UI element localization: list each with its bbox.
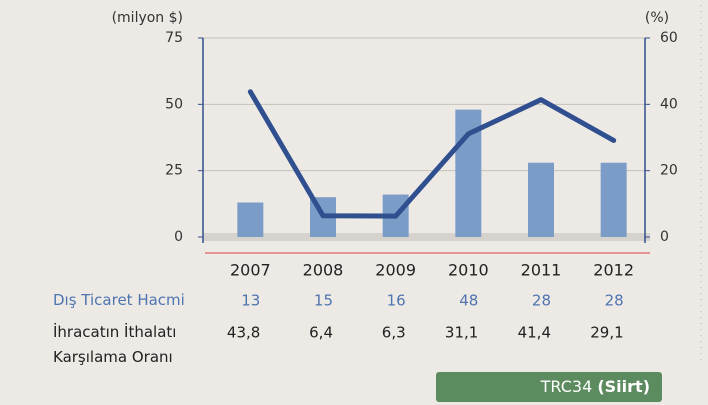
- row-label: İhracatın İthalatı Karşılama Oranı: [53, 323, 177, 366]
- x-tick-label: 2010: [448, 261, 489, 280]
- y-axis-label: (milyon $): [112, 10, 183, 26]
- y-tick-label: 75: [165, 30, 183, 46]
- table-value: 6,3: [382, 324, 406, 342]
- bar: [237, 202, 264, 237]
- y2-tick-label: 20: [660, 163, 678, 179]
- badge-code: TRC34: [540, 377, 593, 396]
- bar: [528, 162, 554, 237]
- table-value: 15: [314, 292, 333, 310]
- x-tick-label: 2009: [375, 261, 416, 280]
- y2-tick-label: 60: [660, 30, 678, 46]
- table-value: 43,8: [227, 324, 260, 342]
- y2-tick-label: 40: [660, 96, 678, 112]
- y2-tick-label: 0: [660, 229, 669, 245]
- table-value: 28: [532, 292, 551, 310]
- region-badge: TRC34 (Siirt): [436, 372, 662, 402]
- bar: [600, 162, 627, 237]
- axis-base: [203, 233, 650, 241]
- x-tick-label: 2008: [303, 261, 344, 280]
- table-value: 41,4: [518, 324, 551, 342]
- table-value: 28: [605, 292, 624, 310]
- table-value: 48: [459, 292, 478, 310]
- y-tick-label: 0: [174, 229, 183, 245]
- badge-name: (Siirt): [597, 377, 650, 396]
- table-value: 31,1: [445, 324, 478, 342]
- y2-axis-label: (%): [645, 10, 669, 26]
- table-value: 6,4: [309, 324, 333, 342]
- x-tick-label: 2011: [521, 261, 562, 280]
- y-tick-label: 25: [165, 163, 183, 179]
- table-value: 16: [387, 292, 406, 310]
- line: [247, 89, 617, 219]
- y-tick-label: 50: [165, 96, 183, 112]
- table-value: 13: [241, 292, 260, 310]
- x-tick-label: 2007: [230, 261, 271, 280]
- x-tick-label: 2012: [593, 261, 634, 280]
- row-label: Dış Ticaret Hacmi: [53, 291, 185, 309]
- table-value: 29,1: [590, 324, 623, 342]
